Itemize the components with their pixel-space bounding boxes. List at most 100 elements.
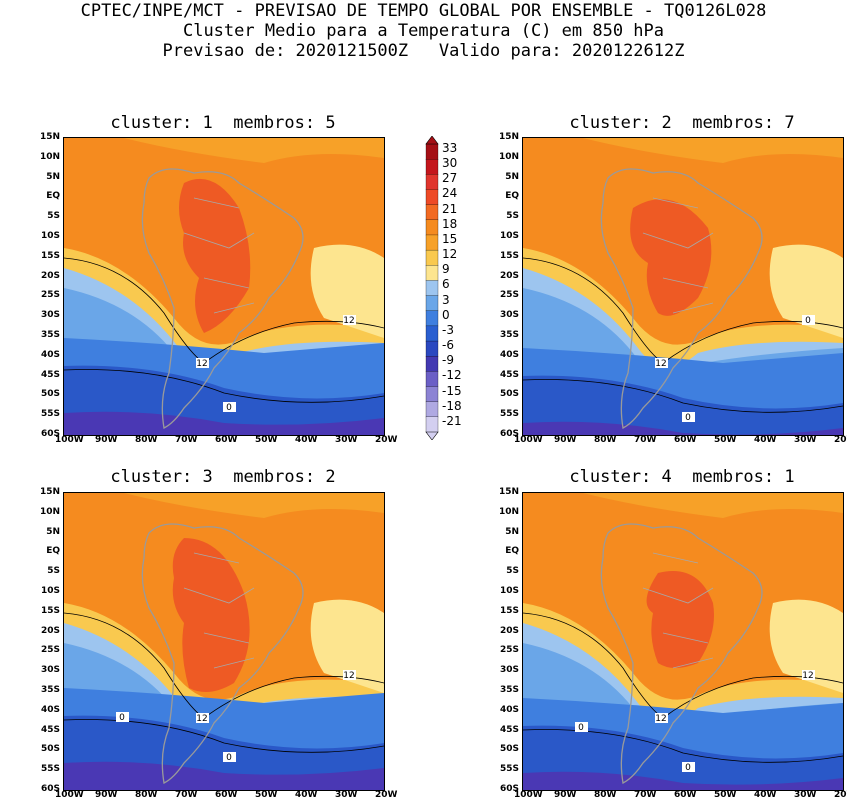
- lon-tick-label: 40W: [754, 790, 777, 800]
- lat-tick-label: 15S: [40, 250, 60, 261]
- lon-tick-label: 60W: [674, 435, 697, 445]
- colorbar-swatch: [425, 189, 439, 206]
- colorbar-swatch: [425, 340, 439, 357]
- field-north-band: [64, 138, 384, 163]
- lon-tick-label: 50W: [255, 790, 278, 800]
- colorbar-label: 6: [442, 277, 450, 292]
- contour-label-box: [802, 670, 815, 680]
- contour-label-box: [223, 752, 236, 762]
- figure-subtitle: Cluster Medio para a Temperatura (C) em …: [182, 21, 665, 41]
- colorbar-swatch: [425, 234, 439, 251]
- colorbar-bottom-arrow: [425, 431, 439, 440]
- south-america-outline: [600, 168, 763, 429]
- colorbar-top-arrow: [425, 136, 439, 145]
- lon-tick-label: 20W: [375, 435, 398, 445]
- lat-tick-label: 10N: [498, 151, 519, 162]
- lat-tick-label: 60S: [40, 784, 60, 794]
- figure-title: CPTEC/INPE/MCT - PREVISAO DE TEMPO GLOBA…: [80, 1, 767, 21]
- contour-label-box: [655, 713, 668, 723]
- lat-tick-label: 25S: [499, 645, 519, 656]
- south-america-outline: [141, 168, 304, 429]
- lat-tick-label: 40S: [499, 349, 519, 360]
- country-borders: [183, 197, 255, 314]
- lat-tick-label: 55S: [499, 409, 519, 420]
- lon-tick-label: 100W: [55, 435, 84, 445]
- colorbar-label: -9: [442, 353, 454, 368]
- lat-tick-label: EQ: [505, 191, 519, 202]
- lon-tick-label: 30W: [335, 435, 358, 445]
- lat-tick-label: 25S: [40, 645, 60, 656]
- panel-title-cluster-4: cluster: 4 membros: 1: [569, 467, 795, 487]
- south-america-outline: [141, 523, 304, 784]
- lat-tick-label: 15S: [40, 605, 60, 616]
- colorbar-swatch: [425, 280, 439, 297]
- lat-tick-label: 25S: [40, 290, 60, 301]
- lat-tick-label: 15S: [499, 250, 519, 261]
- temperature-field-svg: 12 12 0: [64, 138, 384, 435]
- colorbar-swatch: [425, 325, 439, 342]
- lat-tick-label: 35S: [40, 330, 60, 340]
- contour-label: 0: [805, 316, 811, 326]
- colorbar-label: 30: [442, 156, 458, 171]
- contour-0: [64, 369, 384, 403]
- lat-tick-label: 10N: [39, 151, 60, 162]
- field-yellow-patch: [769, 599, 843, 693]
- lon-tick-label: 80W: [594, 435, 617, 445]
- lon-tick-label: 40W: [295, 435, 318, 445]
- lat-tick-label: 10N: [39, 506, 60, 517]
- lat-tick-label: EQ: [505, 546, 519, 557]
- lat-tick-label: EQ: [46, 546, 60, 557]
- contour-label-box: [343, 315, 356, 325]
- lon-tick-label: 20W: [834, 790, 847, 800]
- colorbar-label: 33: [442, 141, 458, 155]
- lon-tick-label: 70W: [175, 790, 198, 800]
- lat-tick-label: 20S: [40, 270, 60, 281]
- panel-title-cluster-1: cluster: 1 membros: 5: [110, 113, 336, 133]
- lat-tick-label: 15N: [39, 487, 60, 497]
- lat-tick-label: 45S: [499, 369, 519, 380]
- field-hot-core: [179, 178, 251, 333]
- contour-label: 12: [655, 714, 666, 724]
- lat-tick-label: 45S: [499, 724, 519, 735]
- lat-tick-label: 20S: [40, 625, 60, 636]
- contour-label-box: [802, 315, 815, 325]
- lon-tick-label: 80W: [135, 435, 158, 445]
- lat-tick-label: 35S: [40, 685, 60, 695]
- colorbar-swatch: [425, 310, 439, 327]
- lon-tick-label: 40W: [754, 435, 777, 445]
- field-north-band: [523, 138, 843, 163]
- lat-tick-label: 30S: [499, 310, 519, 321]
- lat-tick-label: 15S: [499, 605, 519, 616]
- lat-tick-label: 10S: [40, 586, 60, 596]
- lat-tick-label: 55S: [499, 764, 519, 775]
- contour-label-box: [343, 670, 356, 680]
- field-yellow-patch: [310, 599, 384, 693]
- lat-tick-label: 45S: [40, 724, 60, 735]
- lat-tick-label: 50S: [40, 744, 60, 755]
- forecast-dates: Previsao de: 2020121500Z Valido para: 20…: [162, 41, 685, 61]
- lat-tick-label: 35S: [499, 330, 519, 340]
- colorbar-label: -12: [442, 368, 462, 383]
- colorbar-label: -15: [442, 383, 462, 398]
- lon-tick-label: 50W: [255, 435, 278, 445]
- lat-tick-label: 45S: [40, 369, 60, 380]
- contour-label: 12: [655, 359, 666, 369]
- lon-tick-label: 80W: [135, 790, 158, 800]
- lon-tick-label: 30W: [335, 790, 358, 800]
- colorbar-swatch: [425, 416, 439, 433]
- lon-tick-label: 50W: [714, 435, 737, 445]
- lon-tick-label: 30W: [794, 790, 817, 800]
- contour-label-box: [116, 712, 129, 722]
- lat-tick-label: 10S: [499, 231, 519, 241]
- colorbar-label: 12: [442, 247, 458, 262]
- lat-tick-label: 5N: [46, 526, 60, 537]
- lat-tick-label: 20S: [499, 625, 519, 636]
- lat-tick-label: 25S: [499, 290, 519, 301]
- temperature-field-svg: 12 12 0 0: [64, 493, 384, 790]
- field-cold-band: [523, 421, 843, 435]
- contour-label: 0: [226, 403, 232, 413]
- field-cold-band: [523, 771, 843, 790]
- colorbar-swatch: [425, 386, 439, 403]
- south-america-outline: [600, 523, 763, 784]
- contour-label: 12: [343, 671, 354, 681]
